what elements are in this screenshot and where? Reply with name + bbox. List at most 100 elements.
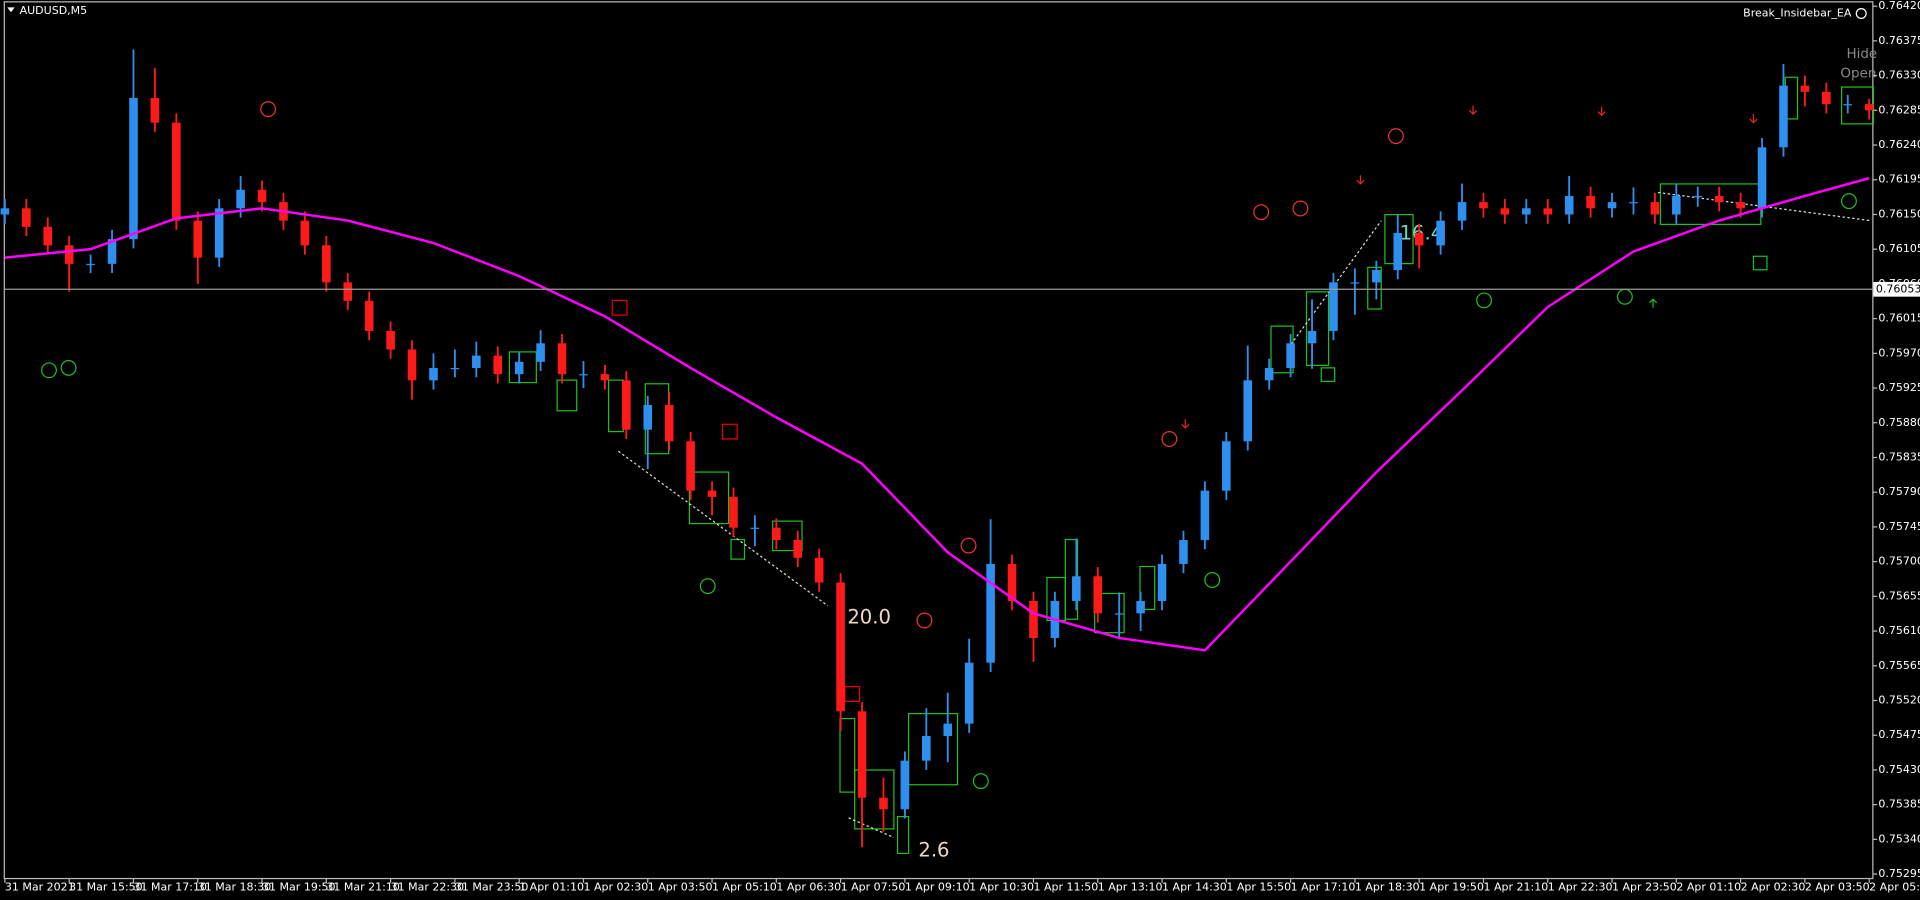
- candle-body: [1714, 195, 1724, 203]
- candle-body: [1650, 202, 1660, 215]
- x-tick-label: 1 Apr 03:50: [648, 881, 713, 894]
- candle-body: [1479, 202, 1488, 209]
- y-tick-label: 0.75655: [1878, 589, 1920, 602]
- x-tick-label: 1 Apr 05:10: [712, 881, 777, 894]
- x-tick-label: 2 Apr 02:30: [1741, 881, 1806, 894]
- hide-button[interactable]: Hide: [1847, 46, 1878, 62]
- candle-body: [300, 220, 310, 246]
- candle-body: [1843, 104, 1853, 106]
- candle-body: [1500, 208, 1510, 215]
- x-tick-label: 1 Apr 14:30: [1162, 881, 1227, 894]
- candle-body: [536, 343, 545, 362]
- x-tick-label: 31 Mar 21:10: [326, 881, 400, 894]
- y-tick-label: 0.75700: [1878, 555, 1920, 568]
- current-price-box: [1873, 281, 1920, 297]
- x-tick-label: 1 Apr 07:50: [841, 881, 906, 894]
- x-tick-label: 1 Apr 22:30: [1548, 881, 1613, 894]
- candle-body: [214, 208, 224, 258]
- candle-body: [600, 374, 610, 381]
- symbol-title: AUDUSD,M5: [20, 4, 88, 17]
- candle-body: [707, 490, 717, 497]
- y-tick-label: 0.76285: [1878, 103, 1920, 116]
- candle-body: [814, 557, 824, 583]
- candle-body: [943, 723, 953, 736]
- x-tick-label: 2 Apr 01:10: [1676, 881, 1741, 894]
- candle-body: [1414, 232, 1424, 246]
- candle-body: [1393, 232, 1403, 271]
- candle-body: [322, 245, 331, 283]
- y-tick-label: 0.76420: [1878, 0, 1920, 12]
- y-tick-label: 0.75565: [1878, 659, 1920, 672]
- candle-body: [1522, 208, 1531, 215]
- x-tick-label: 31 Mar 17:10: [133, 881, 207, 894]
- candle-body: [1372, 270, 1381, 283]
- candle-body: [1436, 220, 1445, 246]
- candle-body: [1093, 576, 1103, 614]
- candle-body: [22, 208, 31, 227]
- candle-body: [364, 300, 374, 331]
- candle-body: [1243, 380, 1253, 442]
- candle-body: [450, 367, 460, 370]
- candle-body: [922, 735, 931, 761]
- x-tick-label: 1 Apr 11:50: [1033, 881, 1098, 894]
- y-tick-label: 0.76150: [1878, 207, 1920, 220]
- y-tick-label: 0.75970: [1878, 346, 1920, 359]
- candle-body: [193, 220, 203, 258]
- candle-body: [750, 527, 760, 529]
- candle-body: [43, 226, 53, 246]
- annotation: 20.0: [847, 605, 891, 628]
- menu-arrow[interactable]: [7, 7, 15, 13]
- candle-body: [622, 380, 631, 430]
- candle-body: [150, 97, 160, 123]
- candle-body: [1264, 367, 1274, 381]
- candle-body: [1114, 613, 1124, 615]
- candle-body: [1329, 282, 1338, 331]
- candle-body: [236, 189, 245, 209]
- y-tick-label: 0.75295: [1878, 867, 1920, 880]
- y-tick-label: 0.75385: [1878, 798, 1920, 811]
- open-button[interactable]: Open: [1840, 66, 1876, 82]
- candle-body: [557, 343, 567, 375]
- candle-body: [86, 263, 95, 266]
- moving-average: [4, 176, 1870, 652]
- x-tick-label: 1 Apr 19:50: [1419, 881, 1484, 894]
- candle-body: [1543, 208, 1553, 215]
- x-tick-label: 1 Apr 09:10: [905, 881, 970, 894]
- y-tick-label: 0.76375: [1878, 34, 1920, 47]
- y-tick-label: 0.75745: [1878, 520, 1920, 533]
- candle-body: [1200, 490, 1210, 541]
- candle-body: [64, 245, 74, 264]
- candle-body: [1779, 85, 1788, 148]
- candle-body: [1179, 540, 1188, 564]
- x-tick-label: 31 Mar 18:30: [198, 881, 272, 894]
- y-tick-label: 0.75610: [1878, 624, 1920, 637]
- candle-body: [1222, 441, 1231, 491]
- expert-icon[interactable]: [1855, 7, 1867, 20]
- y-tick-label: 0.75430: [1878, 763, 1920, 776]
- candle-body: [1029, 600, 1038, 639]
- candle-body: [0, 208, 10, 215]
- candle-body: [1586, 195, 1595, 209]
- candle-body: [1457, 202, 1467, 221]
- x-tick-label: 31 Mar 22:30: [391, 881, 465, 894]
- candle-body: [857, 711, 867, 798]
- candle-body: [343, 282, 353, 301]
- candle-body: [772, 527, 781, 541]
- candle-body: [1307, 330, 1317, 344]
- candle-body: [1693, 195, 1703, 198]
- x-tick-label: 31 Mar 15:50: [69, 881, 143, 894]
- x-tick-label: 2 Apr 03:50: [1805, 881, 1870, 894]
- plot-frame: [3, 1, 1874, 880]
- candle-body: [836, 582, 845, 712]
- candle-body: [729, 496, 738, 528]
- y-tick-label: 0.76330: [1878, 69, 1920, 82]
- candle-body: [429, 367, 438, 381]
- candle-body: [1607, 202, 1617, 209]
- x-tick-label: 1 Apr 17:10: [1291, 881, 1356, 894]
- y-tick-label: 0.75475: [1878, 728, 1920, 741]
- candle-body: [514, 361, 524, 375]
- candle-body: [1800, 85, 1810, 92]
- candle-body: [1007, 563, 1017, 601]
- candle-body: [986, 563, 995, 663]
